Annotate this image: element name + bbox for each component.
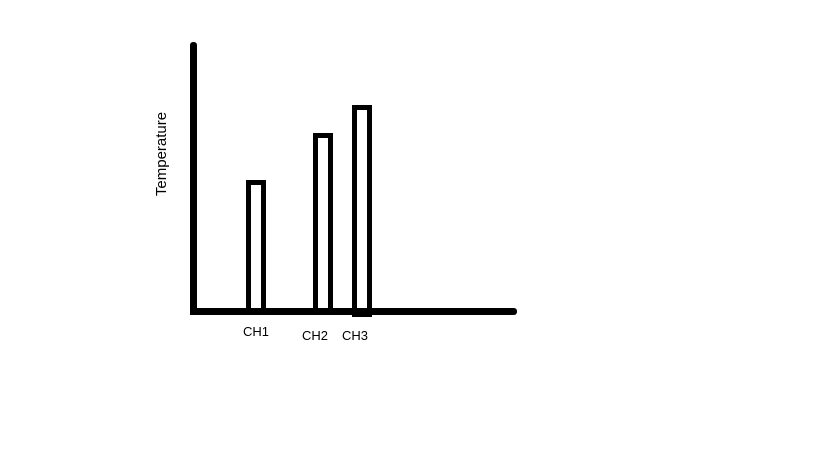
y-axis-line — [190, 42, 197, 315]
x-tick-label-ch2: CH2 — [301, 328, 329, 343]
x-axis-line — [190, 308, 517, 315]
x-tick-label-ch3: CH3 — [341, 328, 369, 343]
y-axis-label: Temperature — [153, 111, 170, 197]
bar-ch1 — [246, 180, 266, 314]
x-tick-label-ch1: CH1 — [242, 324, 270, 339]
bar-ch3 — [352, 105, 372, 317]
bar-ch2 — [313, 133, 333, 314]
